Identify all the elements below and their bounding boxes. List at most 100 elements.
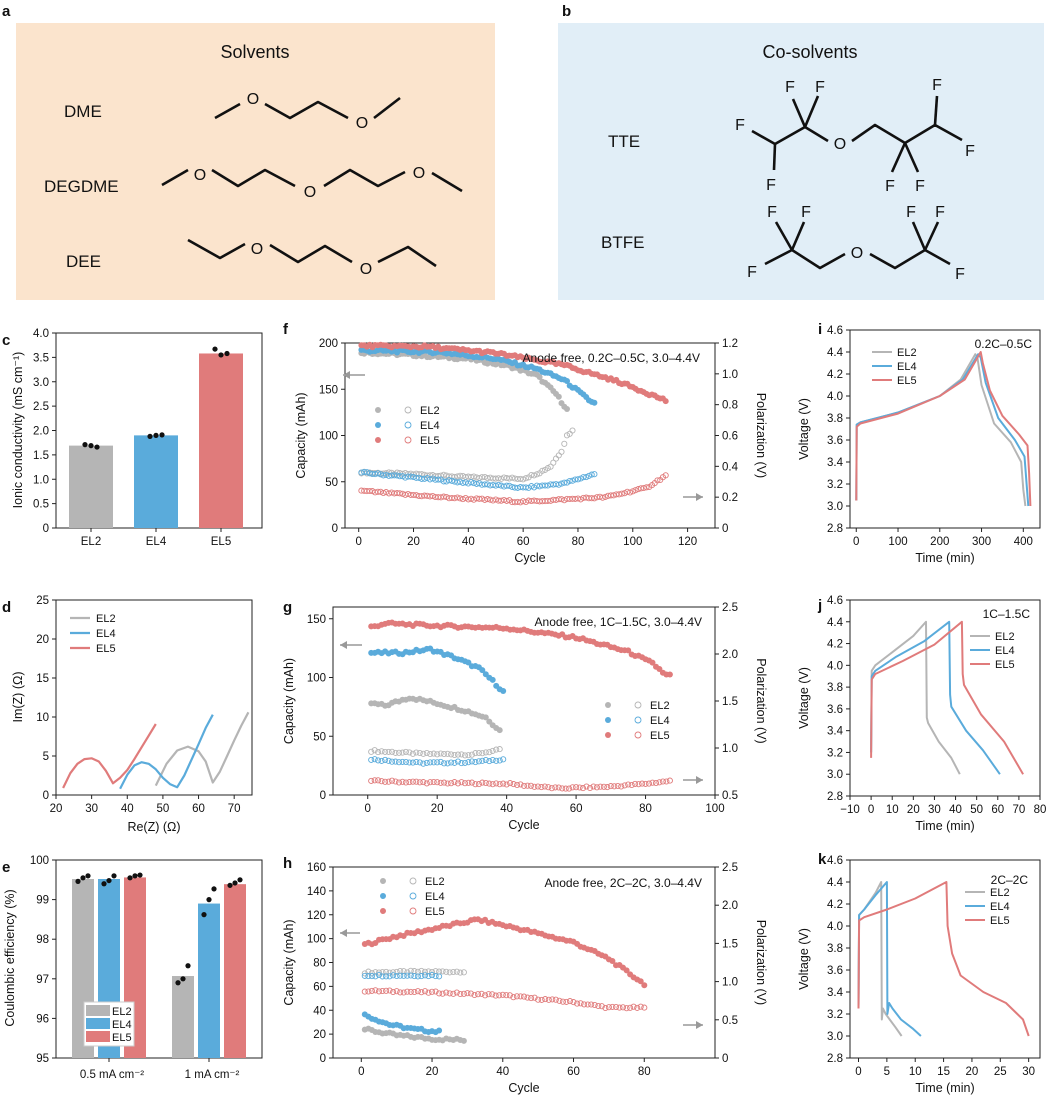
e-ytick-label: 97: [36, 974, 49, 986]
data-point: [80, 875, 86, 881]
polarization-point-EL5: [527, 782, 534, 789]
polarization-point-EL5: [583, 783, 590, 790]
polarization-point-EL4: [418, 973, 425, 980]
polarization-point-EL5: [484, 496, 491, 503]
f-annotation: Anode free, 0.2C–0.5C, 3.0–4.4V: [523, 351, 700, 365]
polarization-point-EL5: [436, 990, 443, 997]
polarization-point-EL5: [618, 490, 625, 497]
f-ytick-label: 0: [332, 523, 338, 535]
data-point: [153, 432, 159, 438]
line-EL5: [62, 723, 157, 789]
dme-bond: [373, 96, 401, 120]
polarization-point-EL5: [524, 994, 531, 1001]
polarization-point-EL5: [619, 1004, 627, 1011]
polarization-point-EL5: [635, 781, 642, 788]
polarization-point-EL5: [605, 1004, 612, 1011]
line-EL5: [857, 881, 1030, 1037]
k-ytick-label: 2.8: [827, 1053, 843, 1065]
h-ytick-label: 40: [313, 1005, 326, 1017]
polarization-point-EL5: [396, 490, 403, 497]
k-xtick-label: 30: [1022, 1066, 1035, 1078]
i-ytick-label: 3.2: [827, 479, 843, 491]
polarization-point-EL4: [368, 756, 375, 763]
polarization-point-EL4: [561, 479, 568, 486]
bar-EL2: [172, 976, 194, 1058]
polarization-point-EL2: [365, 968, 372, 975]
c-ytick-label: 2.5: [33, 401, 49, 413]
polarization-point-EL4: [421, 972, 429, 979]
polarization-point-EL5: [654, 477, 661, 484]
polarization-point-EL5: [366, 487, 373, 495]
polarization-point-EL5: [392, 778, 399, 785]
polarization-point-EL2: [378, 748, 385, 755]
polarization-point-EL2: [446, 969, 453, 976]
capacity-point-EL4: [436, 1027, 443, 1034]
polarization-point-EL2: [493, 746, 500, 753]
data-point: [88, 443, 94, 449]
bar-EL4: [198, 903, 220, 1058]
legend-filled-EL5: [380, 908, 386, 914]
polarization-point-EL5: [517, 781, 524, 788]
h-capacity-arrow-head: [340, 929, 347, 937]
polarization-point-EL5: [649, 779, 656, 786]
polarization-point-EL5: [427, 779, 434, 786]
j-xtick-label: 20: [907, 804, 920, 816]
panel-label-c: c: [2, 332, 10, 349]
bar-EL5: [199, 353, 243, 528]
i-ytick-label: 3.6: [827, 435, 843, 447]
polarization-point-EL4: [506, 482, 513, 489]
legend-label-EL5: EL5: [96, 643, 116, 655]
panel-label-i: i: [818, 321, 822, 338]
polarization-point-EL5: [576, 784, 583, 791]
polarization-point-EL5: [621, 782, 628, 789]
degdme-bond: [211, 168, 296, 188]
capacity-point-EL2: [496, 727, 503, 734]
polarization-point-EL2: [399, 749, 406, 756]
legend-label-EL4: EL4: [96, 628, 116, 640]
polarization-point-EL5: [429, 492, 436, 500]
h-ytick-label: 0: [320, 1053, 326, 1065]
data-point: [132, 873, 138, 879]
h-xtick-label: 80: [638, 1066, 651, 1078]
polarization-point-EL4: [572, 476, 579, 483]
i-ytick-label: 3.8: [827, 413, 843, 425]
h-xtick-label: 60: [567, 1066, 580, 1078]
d-ytick-label: 20: [36, 634, 49, 646]
panel-label-f: f: [283, 321, 289, 338]
k-ytick-label: 4.4: [827, 877, 844, 889]
g-ytick-label: 0: [320, 790, 326, 802]
polarization-point-EL5: [556, 997, 563, 1004]
polarization-point-EL5: [602, 1004, 609, 1012]
data-point: [211, 886, 217, 892]
polarization-point-EL2: [388, 748, 396, 755]
polarization-point-EL5: [510, 781, 517, 788]
polarization-point-EL5: [541, 783, 548, 790]
capacity-point-EL2: [482, 714, 489, 721]
chart-j: j 2.8 3.0 3.2 3.4 3.6 3.8 4.0 4.2 4.4 4.6 −10 0 10 20 3…: [797, 595, 1046, 833]
f-ytick-label: 150: [319, 384, 338, 396]
polarization-point-EL2: [397, 967, 404, 975]
h-y2tick-label: 0.5: [722, 1015, 738, 1027]
k-ytick-label: 3.8: [827, 943, 843, 955]
i-ylabel: Voltage (V): [797, 398, 811, 460]
legend-filled-EL2: [605, 702, 611, 708]
polarization-point-EL5: [378, 778, 385, 785]
polarization-point-EL4: [361, 972, 368, 979]
legend-filled-EL2: [380, 878, 386, 884]
polarization-point-EL4: [414, 973, 421, 980]
polarization-point-EL4: [580, 474, 587, 481]
polarization-point-EL5: [656, 779, 663, 786]
polarization-point-EL5: [404, 490, 412, 498]
polarization-point-EL5: [637, 485, 645, 492]
degdme-bond: [431, 171, 463, 193]
polarization-point-EL4: [390, 972, 397, 979]
polarization-point-EL4: [558, 480, 565, 487]
c-ytick-label: 0: [43, 523, 49, 535]
c-xtick-label: EL4: [146, 536, 167, 548]
polarization-point-EL5: [627, 1004, 634, 1011]
legend-open-EL2: [409, 877, 417, 885]
polarization-point-EL2: [428, 968, 436, 976]
polarization-point-EL5: [632, 780, 639, 787]
polarization-point-EL2: [407, 967, 414, 974]
i-ytick-label: 4.0: [827, 391, 843, 403]
